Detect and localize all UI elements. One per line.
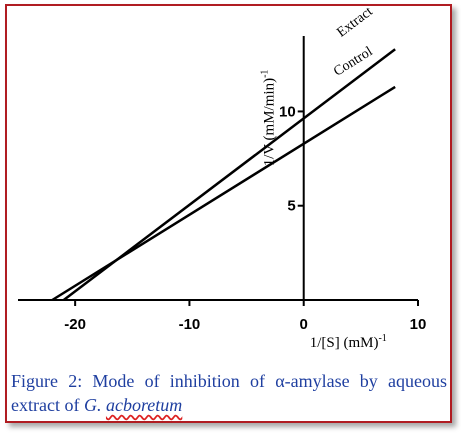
series-line-control xyxy=(51,85,396,302)
caption-species: acboretum xyxy=(105,395,183,415)
figure-frame xyxy=(5,4,452,423)
axes xyxy=(18,36,418,301)
y-tick-label: 5 xyxy=(287,198,295,215)
x-tick-label: 0 xyxy=(300,316,308,333)
x-tick-label: -20 xyxy=(64,316,86,333)
y-tick-label: 10 xyxy=(279,103,296,120)
series-group xyxy=(51,48,396,302)
x-axis-label: 1/[S] (mM)-1 xyxy=(310,333,387,351)
series-label-control: Control xyxy=(331,44,375,79)
figure-caption: Figure 2: Mode of inhibition of α-amylas… xyxy=(11,369,447,417)
x-axis-label-sup: -1 xyxy=(378,333,386,344)
ticks: -20 -10 0 10 5 10 xyxy=(64,103,426,333)
caption-text: Figure 2: Mode of inhibition of α-amylas… xyxy=(11,371,447,415)
series-label-extract: Extract xyxy=(334,4,375,40)
x-tick-label: -10 xyxy=(179,316,201,333)
y-axis-label-sup: -1 xyxy=(260,70,271,78)
caption-genus: G. xyxy=(83,395,102,415)
x-tick-label: 10 xyxy=(410,316,427,333)
y-axis-label: 1/V (mM/min)-1 xyxy=(260,70,278,167)
